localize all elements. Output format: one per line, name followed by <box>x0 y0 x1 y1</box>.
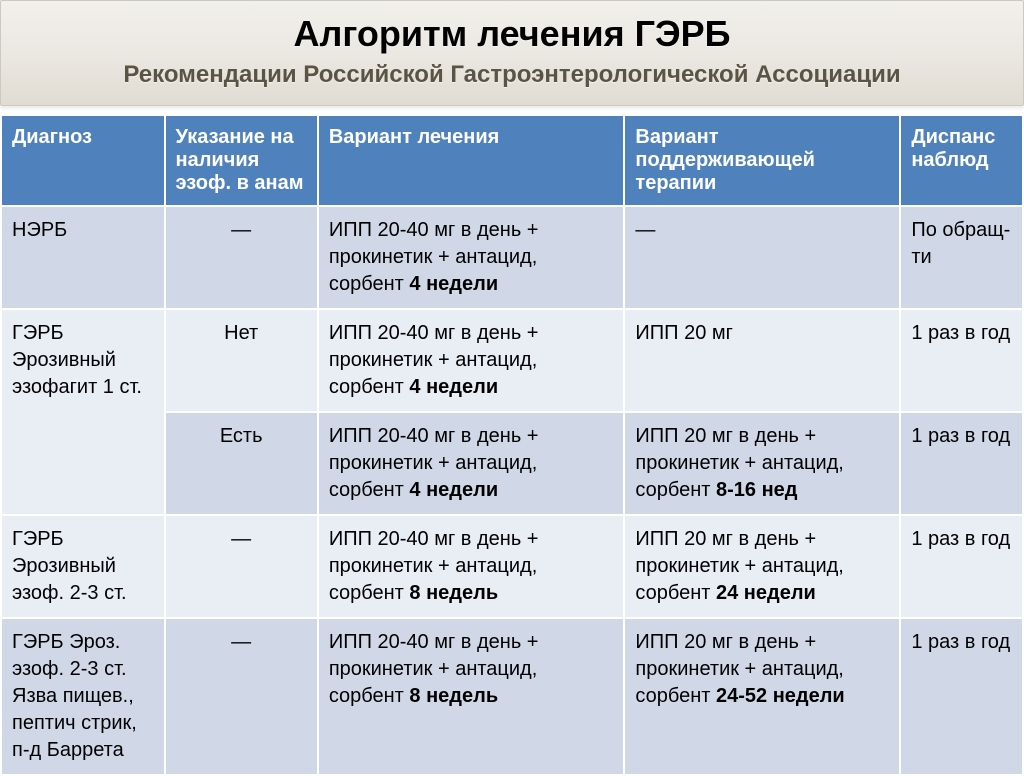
cell-maintenance: — <box>624 206 900 309</box>
cell-anamnesis: Нет <box>165 309 318 412</box>
slide-header: Алгоритм лечения ГЭРБ Рекомендации Росси… <box>0 0 1024 106</box>
cell-maintenance: ИПП 20 мг <box>624 309 900 412</box>
cell-maintenance: ИПП 20 мг в день + прокинетик + антацид,… <box>624 618 900 775</box>
cell-maintenance: ИПП 20 мг в день + прокинетик + антацид,… <box>624 412 900 515</box>
cell-treatment: ИПП 20-40 мг в день + прокинетик + антац… <box>318 618 625 775</box>
cell-anamnesis: — <box>165 618 318 775</box>
cell-dispensary: 1 раз в год <box>900 618 1023 775</box>
slide-title: Алгоритм лечения ГЭРБ <box>21 13 1003 55</box>
table-header-row: Диагноз Указание на наличия эзоф. в анам… <box>1 115 1023 206</box>
table-row: ГЭРБ Эрозивный эзофагит 1 ст.НетИПП 20-4… <box>1 309 1023 412</box>
algorithm-table: Диагноз Указание на наличия эзоф. в анам… <box>0 114 1024 776</box>
cell-diagnosis: ГЭРБ Эрозивный эзофагит 1 ст. <box>1 309 165 515</box>
col-dispensary: Диспанс наблюд <box>900 115 1023 206</box>
cell-dispensary: По обращ-ти <box>900 206 1023 309</box>
col-treatment: Вариант лечения <box>318 115 625 206</box>
cell-treatment: ИПП 20-40 мг в день + прокинетик + антац… <box>318 412 625 515</box>
table-row: НЭРБ—ИПП 20-40 мг в день + прокинетик + … <box>1 206 1023 309</box>
cell-dispensary: 1 раз в год <box>900 515 1023 618</box>
cell-maintenance: ИПП 20 мг в день + прокинетик + антацид,… <box>624 515 900 618</box>
cell-treatment: ИПП 20-40 мг в день + прокинетик + антац… <box>318 206 625 309</box>
cell-dispensary: 1 раз в год <box>900 412 1023 515</box>
col-maintenance: Вариант поддерживающей терапии <box>624 115 900 206</box>
table-row: ГЭРБ Эроз. эзоф. 2-3 ст. Язва пищев., пе… <box>1 618 1023 775</box>
cell-diagnosis: ГЭРБ Эрозивный эзоф. 2-3 ст. <box>1 515 165 618</box>
col-diagnosis: Диагноз <box>1 115 165 206</box>
col-anamnesis: Указание на наличия эзоф. в анам <box>165 115 318 206</box>
cell-dispensary: 1 раз в год <box>900 309 1023 412</box>
cell-diagnosis: ГЭРБ Эроз. эзоф. 2-3 ст. Язва пищев., пе… <box>1 618 165 775</box>
cell-diagnosis: НЭРБ <box>1 206 165 309</box>
table-row: ГЭРБ Эрозивный эзоф. 2-3 ст.—ИПП 20-40 м… <box>1 515 1023 618</box>
slide-subtitle: Рекомендации Российской Гастроэнтерологи… <box>21 61 1003 89</box>
cell-anamnesis: Есть <box>165 412 318 515</box>
cell-anamnesis: — <box>165 515 318 618</box>
cell-treatment: ИПП 20-40 мг в день + прокинетик + антац… <box>318 309 625 412</box>
cell-treatment: ИПП 20-40 мг в день + прокинетик + антац… <box>318 515 625 618</box>
cell-anamnesis: — <box>165 206 318 309</box>
